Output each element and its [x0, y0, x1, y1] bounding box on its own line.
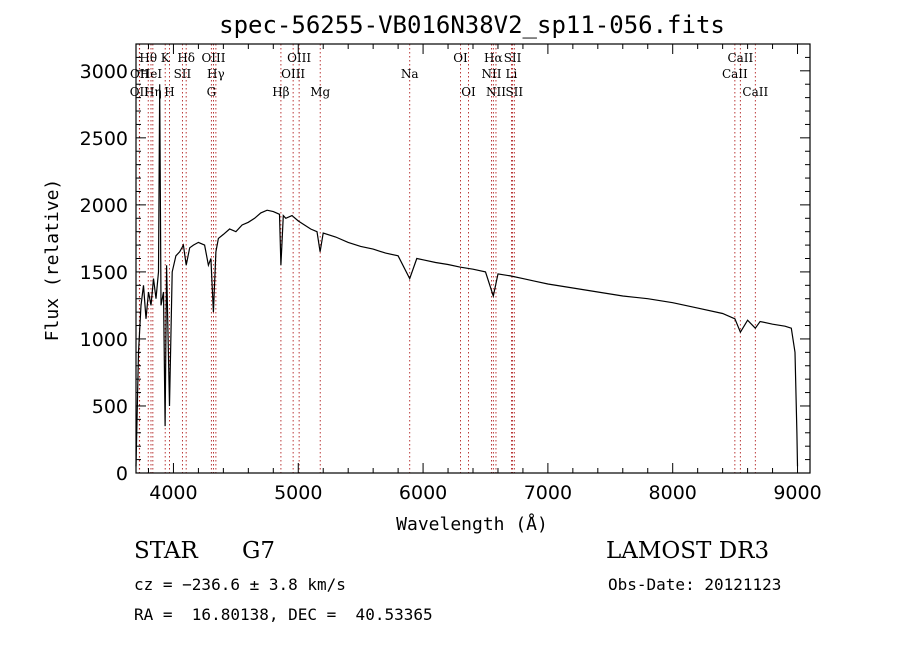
- x-axis-label: Wavelength (Å): [396, 513, 548, 535]
- redshift-cz: cz = −236.6 ± 3.8 km/s: [134, 575, 346, 594]
- line-label-25: CaII: [722, 67, 748, 81]
- plot-frame: [135, 43, 811, 474]
- line-label-12: Hβ: [272, 85, 289, 99]
- chart-title: spec-56255-VB016N38V2_sp11-056.fits: [219, 11, 725, 39]
- object-subclass: G7: [242, 538, 276, 564]
- axis-tick-labels: 4000 5000 6000 7000 8000 9000 0 500 1000 1500 2000…: [80, 61, 822, 504]
- axis-ticks: [136, 44, 810, 474]
- spectral-line-markers: [138, 44, 756, 473]
- x-tick-label-0: 4000: [149, 482, 197, 504]
- spectrum-series-line: [135, 84, 799, 467]
- line-label-7: SII: [174, 67, 192, 81]
- y-tick-label-0: 0: [116, 463, 128, 485]
- line-label-17: OI: [453, 51, 468, 65]
- line-label-26: CaII: [727, 51, 753, 65]
- line-label-9: G: [207, 85, 217, 99]
- line-label-18: OI: [461, 85, 476, 99]
- line-label-0: OII: [130, 85, 150, 99]
- line-label-15: Mg: [310, 85, 330, 99]
- y-tick-label-1: 500: [92, 396, 128, 418]
- line-label-11: Hγ: [207, 67, 225, 81]
- y-tick-label-4: 2000: [80, 195, 128, 217]
- line-label-2: Hθ: [139, 51, 157, 65]
- y-tick-label-5: 2500: [80, 128, 128, 150]
- line-label-4: Hη: [144, 85, 162, 99]
- line-label-8: Hδ: [177, 51, 195, 65]
- object-class: STAR: [134, 538, 198, 564]
- y-tick-label-3: 1500: [80, 262, 128, 284]
- line-label-27: CaII: [742, 85, 768, 99]
- x-tick-label-5: 9000: [773, 482, 821, 504]
- y-tick-label-2: 1000: [80, 329, 128, 351]
- x-tick-label-2: 6000: [399, 482, 447, 504]
- line-label-10: OIII: [201, 51, 225, 65]
- line-label-19: NII: [481, 67, 501, 81]
- line-label-23: SII: [505, 85, 523, 99]
- line-label-3: HeI: [140, 67, 163, 81]
- line-label-6: H: [164, 85, 174, 99]
- line-label-14: OIII: [287, 51, 311, 65]
- line-label-20: Hα: [484, 51, 503, 65]
- line-label-13: OIII: [281, 67, 305, 81]
- x-tick-label-4: 8000: [649, 482, 697, 504]
- y-tick-label-6: 3000: [80, 61, 128, 83]
- line-label-24: Li: [506, 67, 518, 81]
- spectral-line-labels: OIIOIIHθHeIHηKHSIIHδGOIIIHγHβOIIIOIIIMgN…: [130, 51, 769, 99]
- x-tick-label-3: 7000: [524, 482, 572, 504]
- line-label-21: NII: [486, 85, 506, 99]
- line-label-5: K: [161, 51, 171, 65]
- coordinates: RA = 16.80138, DEC = 40.53365: [134, 605, 433, 624]
- line-label-16: Na: [401, 67, 419, 81]
- x-tick-label-1: 5000: [274, 482, 322, 504]
- observation-date: Obs-Date: 20121123: [608, 575, 782, 594]
- line-label-22: SII: [504, 51, 522, 65]
- y-axis-label: Flux (relative): [42, 179, 63, 342]
- survey-name: LAMOST DR3: [606, 538, 770, 564]
